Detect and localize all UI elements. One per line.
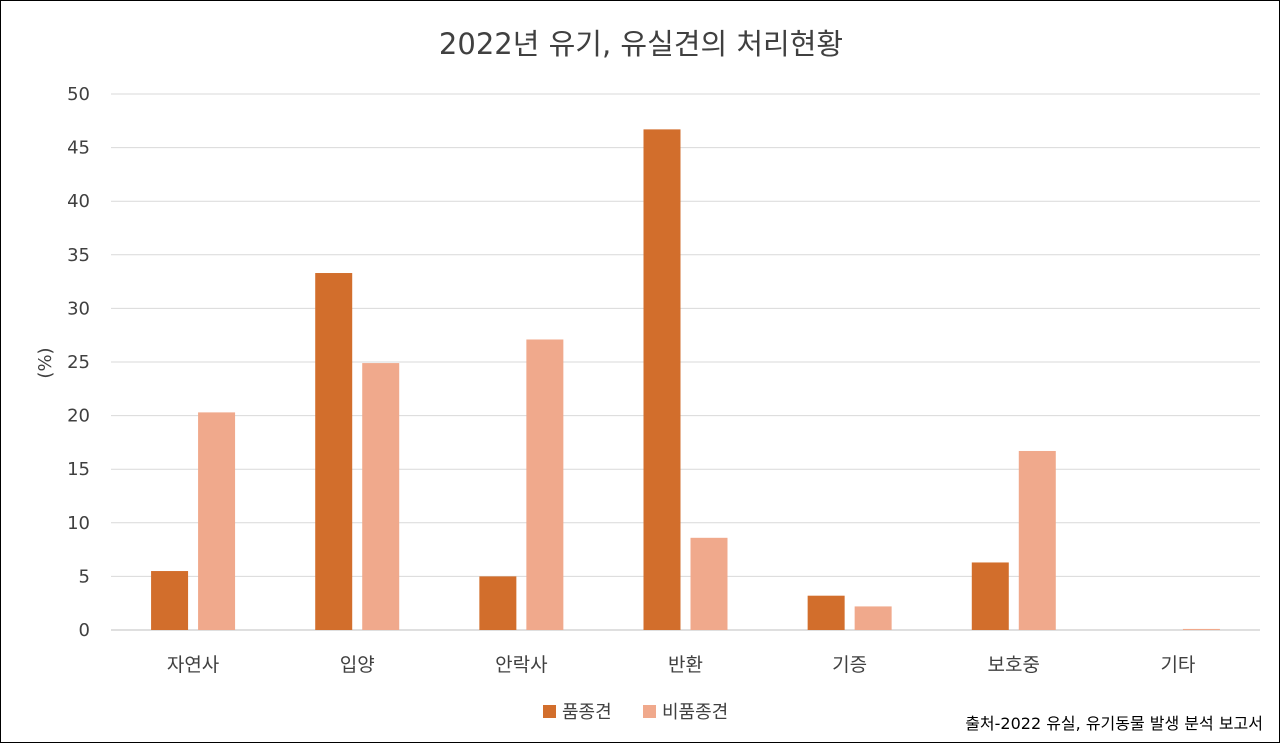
bars — [151, 129, 1220, 630]
x-tick-label: 자연사 — [167, 654, 219, 676]
y-tick-label: 50 — [67, 84, 90, 105]
y-tick-label: 15 — [67, 459, 90, 480]
chart-title: 2022년 유기, 유실견의 처리현황 — [439, 27, 843, 61]
x-tick-label: 보호중 — [988, 654, 1040, 676]
bar-mixed-1 — [362, 363, 400, 630]
source-note: 출처-2022 유실, 유기동물 발생 분석 보고서 — [965, 714, 1263, 733]
legend-swatch — [543, 705, 556, 718]
y-tick-label: 40 — [67, 191, 90, 212]
bar-mixed-5 — [1018, 450, 1056, 630]
y-tick-label: 20 — [67, 406, 90, 427]
y-tick-label: 10 — [67, 513, 90, 534]
x-tick-labels: 자연사 입양 안락사 반환 기증 보호중 기타 — [167, 654, 1196, 676]
y-tick-label: 5 — [79, 566, 90, 587]
bar-mixed-6 — [1182, 628, 1220, 630]
bar-purebred-4 — [807, 595, 845, 630]
y-tick-label: 0 — [79, 620, 90, 641]
bar-purebred-1 — [315, 273, 353, 630]
bar-purebred-2 — [479, 576, 517, 630]
bar-mixed-0 — [198, 412, 236, 630]
x-tick-label: 입양 — [340, 654, 375, 676]
legend: 품종견 비품종견 — [543, 702, 728, 723]
bar-mixed-4 — [854, 606, 892, 630]
y-tick-label: 45 — [67, 138, 90, 159]
bar-purebred-5 — [971, 562, 1009, 630]
bar-mixed-2 — [526, 339, 564, 630]
y-tick-label: 35 — [67, 245, 90, 266]
legend-swatch — [643, 705, 656, 718]
x-tick-label: 반환 — [668, 654, 703, 676]
x-tick-label: 기증 — [832, 654, 867, 676]
x-tick-label: 기타 — [1160, 654, 1195, 676]
y-tick-label: 30 — [67, 298, 90, 319]
y-tick-label: 25 — [67, 352, 90, 373]
legend-label: 비품종견 — [662, 702, 728, 723]
bar-purebred-0 — [151, 571, 189, 630]
bar-purebred-3 — [643, 129, 681, 630]
y-axis-label: (%) — [35, 347, 56, 378]
gridlines — [111, 93, 1260, 631]
y-tick-labels: 0 5 10 15 20 25 30 35 40 45 50 — [67, 84, 90, 641]
bar-mixed-3 — [690, 537, 728, 630]
legend-label: 품종견 — [562, 702, 612, 723]
x-tick-label: 안락사 — [495, 654, 547, 676]
